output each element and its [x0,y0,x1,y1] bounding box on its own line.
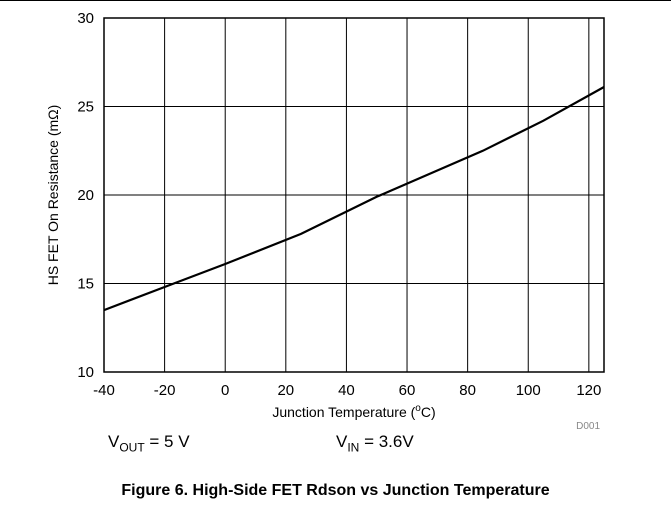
grid [104,18,604,372]
vout-condition: VOUT = 5 V [108,432,190,455]
x-tick-label: 0 [221,382,229,399]
y-tick-label: 30 [77,10,94,27]
x-tick-label: 40 [338,382,355,399]
y-tick-labels: 10 15 20 25 30 [77,10,94,381]
y-tick-label: 20 [77,187,94,204]
x-axis-label: Junction Temperature (oC) [272,403,435,420]
top-rule [0,0,671,1]
x-tick-label: -20 [154,382,176,399]
x-tick-label: 100 [516,382,541,399]
plot-frame [103,17,605,373]
y-tick-label: 10 [77,364,94,381]
x-tick-label: -40 [93,382,115,399]
x-tick-label: 80 [459,382,476,399]
x-tick-label: 20 [277,382,294,399]
chart-code: D001 [576,421,600,432]
x-tick-labels: -40 -20 0 20 40 60 80 100 120 [93,382,601,399]
series-line [103,86,605,312]
y-tick-label: 15 [77,276,94,293]
x-tick-label: 60 [399,382,416,399]
y-tick-label: 25 [77,99,94,116]
x-tick-label: 120 [576,382,601,399]
chart: -40 -20 0 20 40 60 80 100 120 10 15 20 25 30 Junctio… [45,10,605,432]
figure-caption: Figure 6. High-Side FET Rdson vs Junctio… [121,482,550,499]
y-axis-label: HS FET On Resistance (mΩ) [45,105,61,286]
vin-condition: VIN = 3.6V [336,432,414,455]
